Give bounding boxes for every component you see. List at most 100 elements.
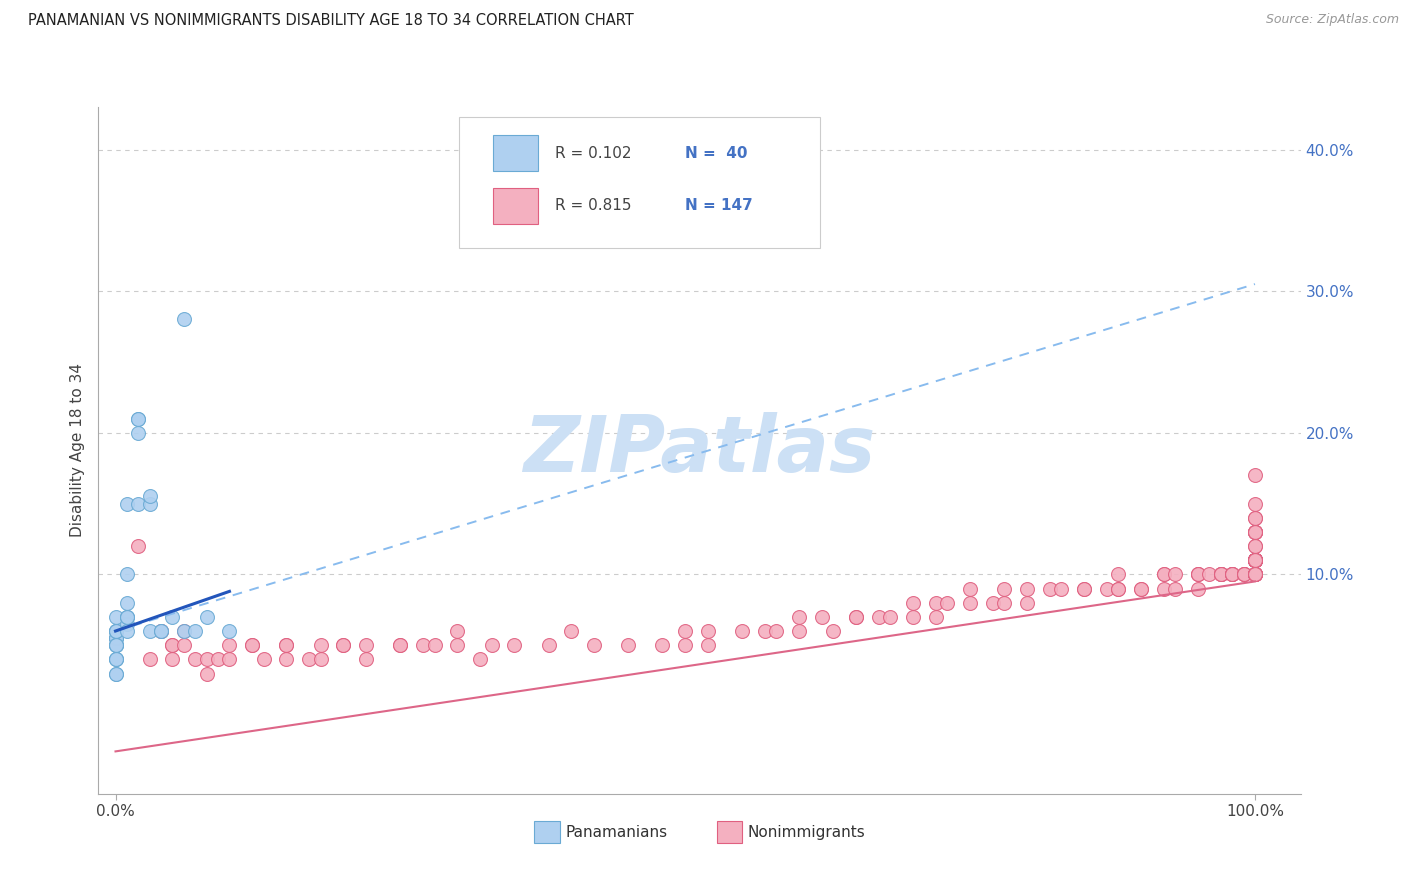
Point bbox=[1244, 553, 1267, 567]
Point bbox=[332, 638, 354, 652]
Point bbox=[1107, 582, 1129, 596]
Point bbox=[104, 610, 127, 624]
Point bbox=[1244, 553, 1267, 567]
Point bbox=[138, 490, 160, 504]
Point bbox=[1244, 539, 1267, 553]
Point bbox=[1164, 582, 1187, 596]
Point bbox=[1244, 567, 1267, 582]
Point bbox=[173, 624, 195, 638]
Point bbox=[412, 638, 434, 652]
Point bbox=[1073, 582, 1095, 596]
Point bbox=[1244, 497, 1267, 511]
Text: N = 147: N = 147 bbox=[685, 198, 752, 213]
Point bbox=[1220, 567, 1243, 582]
Point bbox=[1187, 567, 1209, 582]
Point bbox=[104, 631, 127, 645]
Point bbox=[1244, 553, 1267, 567]
Point bbox=[754, 624, 776, 638]
Point bbox=[697, 638, 720, 652]
Point bbox=[104, 624, 127, 638]
Point bbox=[993, 596, 1015, 610]
Point bbox=[1244, 553, 1267, 567]
Point bbox=[845, 610, 868, 624]
Point bbox=[1153, 582, 1175, 596]
Text: Source: ZipAtlas.com: Source: ZipAtlas.com bbox=[1265, 13, 1399, 27]
Point bbox=[115, 610, 138, 624]
Point bbox=[1244, 524, 1267, 539]
Point bbox=[1244, 553, 1267, 567]
Point bbox=[1015, 582, 1038, 596]
Point bbox=[1244, 524, 1267, 539]
Point bbox=[981, 596, 1004, 610]
Point bbox=[162, 638, 184, 652]
Point bbox=[879, 610, 901, 624]
Point bbox=[354, 638, 377, 652]
Point bbox=[218, 638, 240, 652]
Point bbox=[1107, 582, 1129, 596]
Point bbox=[104, 631, 127, 645]
Point bbox=[150, 624, 173, 638]
Point bbox=[104, 666, 127, 681]
Point bbox=[811, 610, 834, 624]
Point bbox=[959, 582, 981, 596]
Point bbox=[1209, 567, 1232, 582]
Point bbox=[173, 638, 195, 652]
Point bbox=[162, 610, 184, 624]
Point bbox=[537, 638, 560, 652]
Point bbox=[138, 652, 160, 666]
Point bbox=[731, 624, 754, 638]
Point bbox=[1232, 567, 1254, 582]
Point bbox=[1220, 567, 1243, 582]
Point bbox=[1209, 567, 1232, 582]
Point bbox=[1220, 567, 1243, 582]
Point bbox=[1244, 553, 1267, 567]
Point bbox=[1244, 567, 1267, 582]
Point bbox=[1187, 567, 1209, 582]
Point bbox=[925, 596, 948, 610]
Point bbox=[104, 638, 127, 652]
Point bbox=[959, 596, 981, 610]
Point bbox=[1244, 553, 1267, 567]
Point bbox=[104, 624, 127, 638]
Point bbox=[1187, 582, 1209, 596]
Point bbox=[1244, 553, 1267, 567]
Point bbox=[162, 638, 184, 652]
Point bbox=[1244, 553, 1267, 567]
Point bbox=[1153, 567, 1175, 582]
Point bbox=[150, 624, 173, 638]
Point bbox=[1130, 582, 1153, 596]
Point bbox=[195, 610, 218, 624]
Point bbox=[993, 582, 1015, 596]
Point bbox=[787, 610, 810, 624]
Point bbox=[138, 497, 160, 511]
Point bbox=[298, 652, 321, 666]
Point bbox=[195, 652, 218, 666]
Point bbox=[868, 610, 890, 624]
Point bbox=[276, 638, 298, 652]
Point bbox=[104, 631, 127, 645]
Point bbox=[1244, 510, 1267, 524]
Point bbox=[1244, 524, 1267, 539]
Point bbox=[162, 652, 184, 666]
Point bbox=[115, 567, 138, 582]
Point bbox=[1198, 567, 1220, 582]
Point bbox=[1015, 596, 1038, 610]
Point bbox=[673, 638, 696, 652]
Text: ZIPatlas: ZIPatlas bbox=[523, 412, 876, 489]
FancyBboxPatch shape bbox=[492, 136, 538, 171]
Point bbox=[1244, 553, 1267, 567]
Point bbox=[218, 624, 240, 638]
Point bbox=[446, 624, 468, 638]
Point bbox=[697, 624, 720, 638]
Point bbox=[446, 638, 468, 652]
Point bbox=[115, 616, 138, 631]
Point bbox=[115, 497, 138, 511]
Point bbox=[104, 652, 127, 666]
Point bbox=[115, 596, 138, 610]
Point bbox=[389, 638, 412, 652]
Point bbox=[1209, 567, 1232, 582]
Point bbox=[150, 624, 173, 638]
Point bbox=[104, 624, 127, 638]
Point bbox=[1050, 582, 1073, 596]
Point bbox=[1039, 582, 1062, 596]
